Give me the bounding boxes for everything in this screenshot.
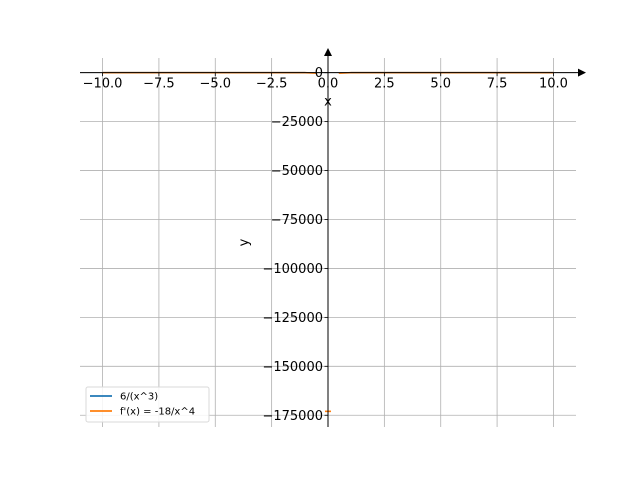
x-tick-label: −2.5: [256, 77, 288, 92]
legend-box: [85, 386, 210, 423]
x-tick-label: −7.5: [143, 77, 175, 92]
ticks: −10.0 −7.5 −5.0 −2.5 0.0 2.5 5.0 7.5 10.0 0 −25000…: [83, 66, 568, 424]
x-tick-label: −10.0: [83, 77, 123, 92]
legend-entry-label: f'(x) = -18/x^4: [120, 407, 195, 418]
y-tick-label: −25000: [271, 115, 323, 130]
y-tick-label: −125000: [262, 311, 323, 326]
y-tick-label: −100000: [262, 262, 323, 277]
y-axis-label: y: [237, 238, 252, 246]
y-tick-label: −50000: [271, 164, 323, 179]
y-axis-arrow-icon: [324, 48, 332, 56]
y-tick-label: −175000: [262, 409, 323, 424]
x-axis-label: x: [324, 95, 332, 110]
y-tick-label: 0: [315, 66, 323, 81]
x-tick-label: 0.0: [318, 77, 339, 92]
legend-entry-label: 6/(x^3): [120, 392, 158, 403]
y-tick-label: −150000: [262, 360, 323, 375]
x-tick-label: 7.5: [487, 77, 508, 92]
x-tick-label: 5.0: [430, 77, 451, 92]
y-tick-label: −75000: [271, 213, 323, 228]
legend: 6/(x^3) f'(x) = -18/x^4: [85, 386, 210, 423]
x-tick-label: −5.0: [199, 77, 231, 92]
x-tick-label: 2.5: [374, 77, 395, 92]
axes: [80, 48, 586, 427]
x-axis-arrow-icon: [578, 68, 586, 77]
x-tick-label: 10.0: [539, 77, 568, 92]
